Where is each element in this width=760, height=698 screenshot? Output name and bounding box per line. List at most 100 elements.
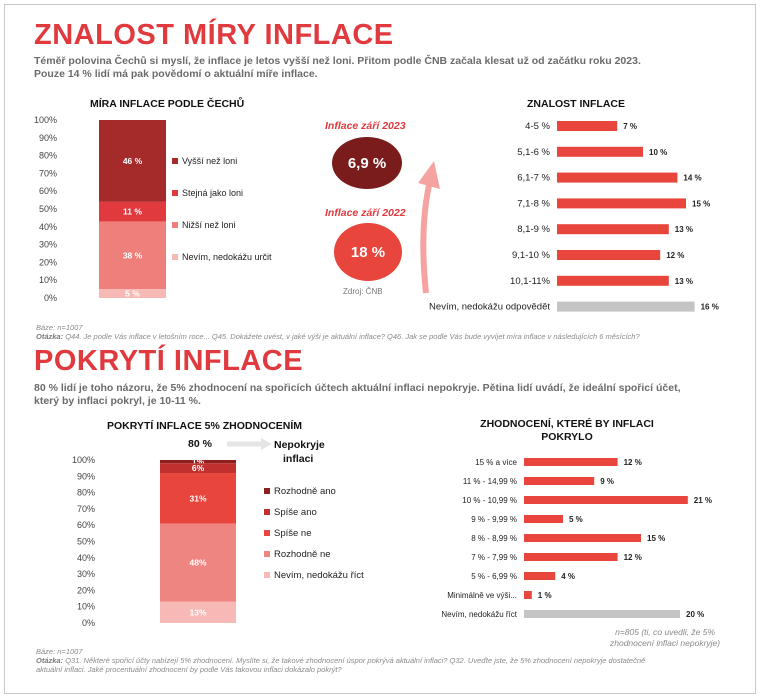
y-tick-label: 0% — [44, 293, 57, 303]
stack-segment — [160, 460, 236, 464]
category-label: 6,1-7 % — [517, 173, 550, 184]
legend-label: Nižší než loni — [182, 220, 236, 230]
legend-label: Rozhodně ne — [274, 549, 331, 560]
y-tick-label: 60% — [39, 186, 57, 196]
segment-label: 1% — [192, 457, 205, 467]
y-tick-label: 80% — [77, 488, 95, 498]
stack-segment — [160, 473, 236, 524]
section1-lead-line1: Téměř polovina Čechů si myslí, že inflac… — [34, 55, 641, 67]
page-frame — [4, 4, 756, 694]
bar-value-label: 12 % — [666, 251, 684, 260]
source-note: Zdroj: ČNB — [343, 287, 383, 296]
y-tick-label: 90% — [39, 133, 57, 143]
legend-swatch — [264, 509, 270, 515]
sample-note-line1: n=805 (ti, co uvedli, že 5% — [615, 627, 716, 637]
y-tick-label: 100% — [72, 455, 95, 465]
segment-label: 48% — [189, 558, 206, 568]
category-label: Minimálně ve výši... — [447, 591, 517, 600]
bar — [557, 198, 686, 209]
y-tick-label: 50% — [77, 537, 95, 547]
inflation-sep2022-circle: 18 % — [334, 223, 402, 281]
chart4-title: ZHODNOCENÍ, KTERÉ BY INFLACI POKRYLO — [466, 418, 668, 444]
stack-segment — [160, 601, 236, 623]
callout-text-line1: Nepokryje — [274, 439, 325, 451]
bar-value-label: 9 % — [600, 477, 614, 486]
legend-swatch — [172, 254, 178, 260]
category-label: 8 % - 8,99 % — [471, 534, 517, 543]
y-tick-label: 100% — [34, 115, 57, 125]
bar — [557, 301, 695, 312]
category-label: 7,1-8 % — [517, 198, 550, 209]
category-label: 4-5 % — [525, 121, 550, 132]
y-tick-label: 80% — [39, 151, 57, 161]
bar-value-label: 12 % — [624, 553, 642, 562]
y-tick-label: 70% — [77, 504, 95, 514]
bar — [557, 172, 678, 183]
category-label: 8,1-9 % — [517, 224, 550, 235]
bar-value-label: 15 % — [692, 199, 710, 208]
category-label: Nevím, nedokážu říct — [441, 610, 517, 619]
stack-segment — [160, 523, 236, 602]
legend-swatch — [264, 572, 270, 578]
stacked-chart-inflation-perception: 100% 90% 80% 70% 60% 50% 40% 30% 20% 10% 0% 46 % 11 … — [34, 115, 272, 303]
y-tick-label: 70% — [39, 168, 57, 178]
inflation-sep2022-label: Inflace září 2022 — [325, 207, 406, 219]
stack-segment — [160, 463, 236, 474]
hbar-chart-inflation-knowledge: 4-5 % 7 % 5,1-6 % 10 % 6,1-7 % 14 % 7,1-8 % 15 … — [429, 121, 719, 313]
legend-label: Vyšší než loni — [182, 156, 237, 166]
segment-label: 38 % — [123, 250, 143, 260]
category-label: 9 % - 9,99 % — [471, 515, 517, 524]
category-label: 10 % - 10,99 % — [462, 496, 517, 505]
segment-label: 11 % — [123, 207, 142, 217]
bar-value-label: 5 % — [569, 515, 583, 524]
question-text-line2: aktuální inflaci. Jaké procentuální zhod… — [36, 665, 342, 674]
y-tick-label: 90% — [77, 471, 95, 481]
category-label: 15 % a více — [475, 458, 517, 467]
chart4-title-line1: ZHODNOCENÍ, KTERÉ BY INFLACI — [480, 418, 654, 430]
section1-question: Otázka: Q44. Je podle Vás inflace v leto… — [36, 332, 756, 341]
category-label: 7 % - 7,99 % — [471, 553, 517, 562]
category-label: Nevím, nedokážu odpovědět — [429, 302, 550, 313]
bar — [524, 572, 556, 580]
chart4-title-line2: POKRYLO — [541, 431, 593, 443]
legend-swatch — [264, 488, 270, 494]
section1-lead: Téměř polovina Čechů si myslí, že inflac… — [34, 55, 734, 81]
bar — [524, 458, 618, 466]
y-tick-label: 30% — [39, 240, 57, 250]
legend-label: Nevím, nedokážu říct — [274, 570, 364, 581]
category-label: 10,1-11% — [510, 276, 551, 287]
legend-swatch — [172, 190, 178, 196]
y-tick-label: 40% — [77, 553, 95, 563]
section2-lead: 80 % lidí je toho názoru, že 5% zhodnoce… — [34, 382, 744, 408]
bar-value-label: 20 % — [686, 610, 704, 619]
bar-value-label: 10 % — [649, 148, 667, 157]
inflation-sep2023-label: Inflace září 2023 — [325, 120, 406, 132]
bar-value-label: 13 % — [675, 225, 693, 234]
bar-value-label: 15 % — [647, 534, 665, 543]
section1-title: ZNALOST MÍRY INFLACE — [34, 19, 394, 51]
segment-label: 6% — [192, 463, 205, 473]
category-label: 11 % - 14,99 % — [463, 477, 517, 486]
trend-arrow-icon — [418, 161, 440, 294]
y-tick-label: 50% — [39, 204, 57, 214]
inflation-sep2023-circle: 6,9 % — [332, 137, 402, 189]
inflation-sep2023-value: 6,9 % — [347, 154, 387, 172]
segment-label: 5 % — [125, 289, 140, 299]
chart2-title: ZNALOST INFLACE — [527, 98, 625, 110]
y-tick-label: 10% — [77, 602, 95, 612]
bar — [524, 553, 618, 561]
segment-label: 31% — [189, 493, 206, 503]
chart3-title: POKRYTÍ INFLACE 5% ZHODNOCENÍM — [107, 420, 303, 432]
section2-base: Báze: n=1007 — [36, 647, 83, 656]
bar — [524, 591, 532, 599]
bar — [524, 496, 688, 504]
bar — [557, 250, 661, 260]
callout-text: Nepokryje inflaci — [274, 438, 325, 466]
callout-text-line2: inflaci — [283, 453, 314, 465]
legend-label: Spíše ne — [274, 528, 312, 539]
question-text-line1: Q31. Některé spořicí účty nabízejí 5% zh… — [65, 656, 646, 665]
legend-swatch — [172, 222, 178, 228]
section2-lead-line2: který by inflaci pokryl, je 10-11 %. — [34, 395, 201, 407]
legend-swatch — [172, 158, 178, 164]
bar — [524, 534, 641, 542]
